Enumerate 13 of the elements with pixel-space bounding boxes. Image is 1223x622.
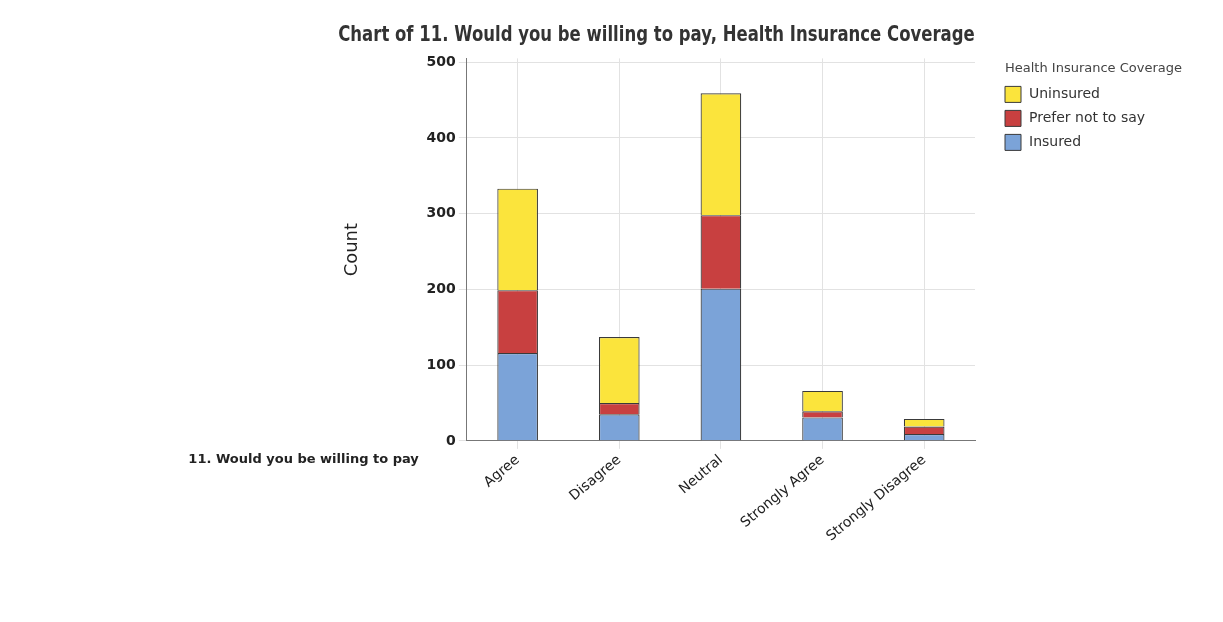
y-tick-label: 200 bbox=[426, 280, 457, 297]
y-axis-title: Count bbox=[340, 222, 362, 277]
y-tick-label: 100 bbox=[426, 355, 457, 372]
legend-title: Health Insurance Coverage bbox=[1005, 59, 1183, 75]
x-axis-title: 11. Would you be willing to pay bbox=[188, 450, 420, 466]
y-tick-label: 500 bbox=[426, 52, 457, 69]
y-tick-label: 0 bbox=[446, 431, 457, 448]
legend-label: Prefer not to say bbox=[1029, 109, 1146, 126]
chart-title: Chart of 11. Would you be willing to pay, Health Insurance Coverage bbox=[338, 20, 975, 47]
y-tick-label: 300 bbox=[426, 204, 457, 221]
y-tick-label: 400 bbox=[426, 128, 457, 145]
legend-label: Insured bbox=[1029, 133, 1082, 150]
legend-label: Uninsured bbox=[1029, 85, 1100, 102]
